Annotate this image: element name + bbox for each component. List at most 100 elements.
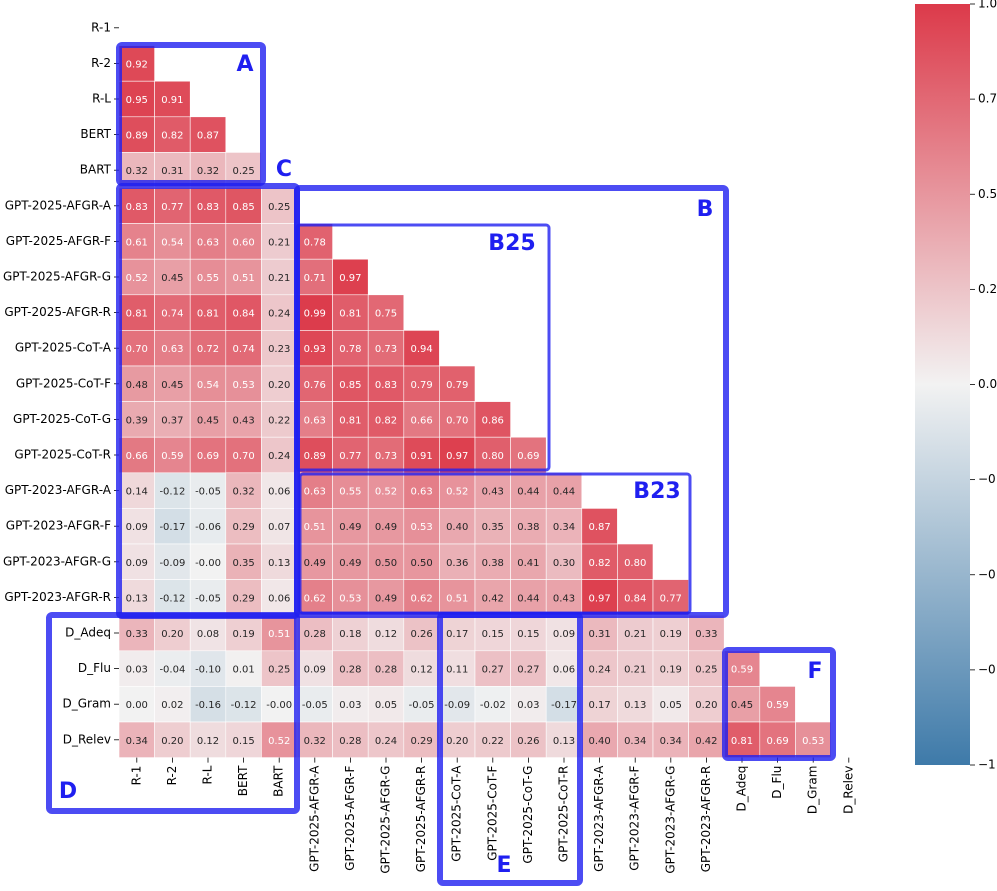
y-tick-label: GPT-2025-CoT-F [16, 376, 111, 390]
cell-label: 0.69 [517, 451, 539, 462]
heatmap-cell [510, 721, 547, 758]
heatmap-cell [367, 508, 405, 545]
colorbar-tick-label: −1.00 [978, 758, 997, 772]
heatmap-cell [545, 650, 583, 687]
cell-label: 0.31 [161, 166, 183, 177]
y-tick-label: GPT-2025-CoT-G [13, 412, 111, 426]
heatmap-cell [474, 614, 511, 652]
cell-label: -0.10 [195, 665, 221, 676]
cell-label: 0.70 [446, 415, 468, 426]
heatmap-cell [154, 223, 191, 260]
cell-label: 0.37 [161, 415, 183, 426]
cell-label: 0.34 [660, 736, 682, 747]
cell-label: 0.80 [482, 451, 504, 462]
cell-label: 0.82 [375, 415, 397, 426]
heatmap-cell [225, 508, 262, 545]
cell-label: 0.27 [517, 665, 539, 676]
heatmap-cell [367, 436, 405, 474]
cell-label: 0.25 [268, 202, 290, 213]
cell-label: 0.27 [482, 665, 504, 676]
cell-label: 0.92 [126, 59, 148, 70]
cell-label: 0.51 [446, 593, 468, 604]
heatmap-cell [652, 721, 689, 758]
cell-label: 0.79 [446, 380, 468, 391]
heatmap-cell [403, 401, 440, 438]
cell-label: -0.02 [480, 700, 506, 711]
cell-label: 0.73 [375, 344, 397, 355]
x-tick-label: GPT-2025-AFGR-G [379, 766, 393, 874]
cell-label: 0.50 [410, 558, 432, 569]
heatmap-cell [225, 258, 262, 296]
cell-label: 0.53 [410, 522, 432, 533]
cell-label: 0.41 [517, 558, 539, 569]
cell-label: 0.66 [410, 415, 432, 426]
cell-label: 0.70 [126, 344, 148, 355]
heatmap-cell [439, 472, 476, 509]
cell-label: 0.77 [161, 202, 183, 213]
heatmap-cell [474, 686, 511, 723]
cell-label: 0.09 [553, 629, 575, 640]
cell-label: 0.89 [126, 131, 148, 142]
heatmap-cell [367, 650, 405, 687]
heatmap-cell [189, 543, 227, 580]
heatmap-cell [403, 721, 440, 758]
heatmap-cell [759, 721, 796, 758]
cell-label: 0.15 [482, 629, 504, 640]
cell-label: 0.12 [375, 629, 397, 640]
cell-label: -0.12 [231, 700, 257, 711]
heatmap-cell [118, 365, 155, 402]
cell-label: -0.09 [159, 558, 185, 569]
cell-label: 0.99 [304, 309, 326, 320]
y-tick-label: GPT-2025-AFGR-R [4, 305, 111, 319]
cell-label: 0.13 [553, 736, 575, 747]
heatmap-cell [225, 686, 262, 723]
x-tick-label: R-2 [165, 766, 179, 786]
cell-label: 0.55 [197, 273, 219, 284]
heatmap-cell [225, 365, 262, 402]
cell-label: 0.32 [232, 487, 254, 498]
heatmap-cell [332, 472, 369, 509]
heatmap-cell [118, 80, 155, 118]
x-tick-label: BERT [236, 765, 250, 796]
cell-label: 0.44 [553, 487, 575, 498]
cell-label: 0.81 [731, 736, 753, 747]
y-tick-label: GPT-2023-AFGR-A [5, 483, 112, 497]
heatmap-cell [189, 614, 227, 652]
heatmap-cell [474, 650, 511, 687]
heatmap-cell [154, 579, 191, 616]
heatmap-cell [332, 543, 369, 580]
cell-label: 0.52 [375, 487, 397, 498]
heatmap-cell [261, 543, 298, 580]
cell-label: 0.45 [731, 700, 753, 711]
cell-label: 0.63 [197, 237, 219, 248]
cell-label: 0.49 [339, 558, 361, 569]
annotation-label: B [697, 197, 714, 222]
cell-label: 0.83 [375, 380, 397, 391]
heatmap-cell [474, 472, 511, 509]
cell-label: 0.84 [232, 309, 254, 320]
cell-label: 0.20 [268, 380, 290, 391]
heatmap-cell [439, 365, 476, 402]
heatmap-cell [617, 579, 654, 616]
heatmap-cell [545, 508, 583, 545]
cell-label: 0.62 [304, 593, 326, 604]
annotation-label: C [276, 157, 292, 182]
annotation-box [295, 223, 551, 472]
x-tick-label: GPT-2023-AFGR-A [592, 765, 606, 872]
cell-label: 0.36 [446, 558, 468, 569]
cell-label: 0.24 [588, 665, 610, 676]
cell-label: 0.81 [197, 309, 219, 320]
cell-label: -0.12 [159, 593, 185, 604]
cell-label: 0.76 [304, 380, 326, 391]
cell-label: 0.97 [588, 593, 610, 604]
cell-label: 0.05 [375, 700, 397, 711]
x-tick-label: GPT-2023-AFGR-G [663, 766, 677, 874]
cell-label: -0.00 [266, 700, 292, 711]
heatmap-cell [332, 650, 369, 687]
y-tick-label: GPT-2025-CoT-A [15, 341, 112, 355]
cell-label: 0.51 [268, 629, 290, 640]
cell-label: 0.73 [375, 451, 397, 462]
cell-label: -0.04 [159, 665, 185, 676]
cell-label: 0.35 [232, 558, 254, 569]
cell-label: 0.21 [624, 665, 646, 676]
